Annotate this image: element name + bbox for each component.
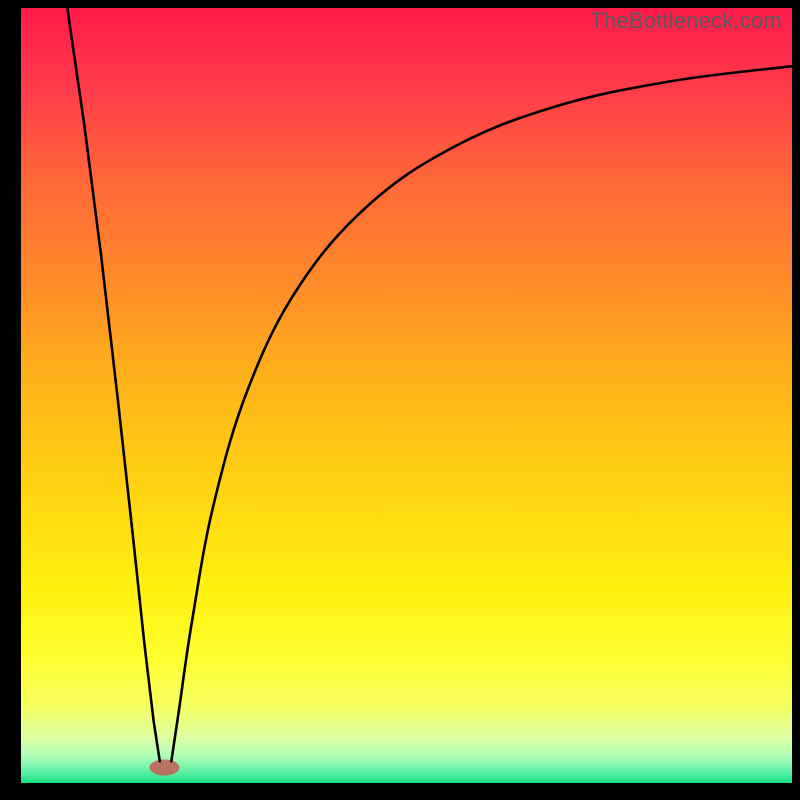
chart-container: TheBottleneck.com — [0, 0, 800, 800]
curve-left-branch — [67, 8, 160, 761]
plot-area: TheBottleneck.com — [21, 8, 792, 783]
curve-layer — [21, 8, 792, 783]
minimum-marker — [149, 760, 179, 776]
curve-right-branch — [171, 66, 792, 761]
